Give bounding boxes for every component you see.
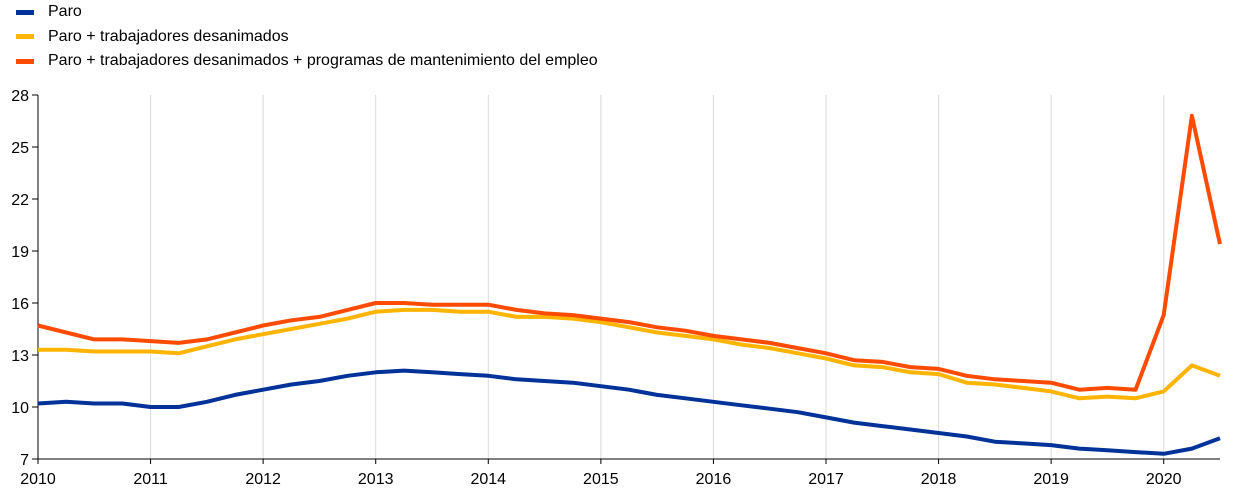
- x-tick-label: 2010: [20, 471, 56, 488]
- legend-item-paro-desanimados: Paro + trabajadores desanimados: [16, 25, 598, 50]
- y-tick-label: 10: [11, 400, 29, 417]
- legend-label: Paro + trabajadores desanimados + progra…: [48, 52, 598, 70]
- y-tick-label: 7: [20, 452, 29, 469]
- series-line-1: [37, 368, 1221, 456]
- x-tick-label: 2020: [1146, 471, 1182, 488]
- x-tick-label: 2016: [696, 471, 732, 488]
- x-tick-label: 2018: [921, 471, 957, 488]
- grid-lines: [150, 95, 1165, 459]
- x-tick-label: 2013: [358, 471, 394, 488]
- y-tick-label: 13: [11, 348, 29, 365]
- series-lines: [37, 113, 1222, 456]
- x-tick-labels: 2010 2011 2012 2013 2014 2015 2016 2017 2018 2019…: [20, 471, 1181, 488]
- x-tick-label: 2015: [583, 471, 619, 488]
- series-line-3: [37, 113, 1222, 392]
- x-tick-label: 2014: [470, 471, 506, 488]
- legend-item-paro-desanimados-programas: Paro + trabajadores desanimados + progra…: [16, 49, 598, 74]
- chart-legend: Paro Paro + trabajadores desanimados Par…: [16, 0, 598, 74]
- x-tick-label: 2011: [133, 471, 168, 488]
- x-tick-label: 2012: [245, 471, 281, 488]
- axes: [32, 94, 1220, 464]
- legend-label: Paro + trabajadores desanimados: [48, 27, 289, 45]
- y-tick-labels: 7 10 13 16 19 22 25 28: [11, 88, 29, 469]
- y-tick-label: 22: [11, 192, 29, 209]
- series-line-2: [38, 307, 1221, 401]
- y-tick-label: 19: [11, 244, 29, 261]
- y-tick-label: 16: [11, 296, 29, 313]
- x-tick-label: 2017: [808, 471, 844, 488]
- legend-swatch: [16, 58, 34, 64]
- legend-swatch: [16, 34, 34, 40]
- legend-swatch: [16, 9, 34, 15]
- legend-item-paro: Paro: [16, 0, 598, 25]
- y-tick-label: 25: [11, 140, 29, 157]
- y-tick-label: 28: [11, 88, 29, 105]
- x-tick-label: 2019: [1033, 471, 1069, 488]
- legend-label: Paro: [48, 3, 82, 21]
